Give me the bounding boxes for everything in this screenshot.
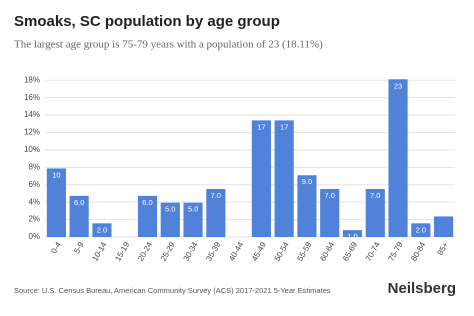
x-tick-label: 40-44 <box>227 240 245 263</box>
y-tick-label: 4% <box>28 197 40 206</box>
data-label: 5.0 <box>165 205 175 214</box>
chart-subtitle: The largest age group is 75-79 years wit… <box>14 39 323 51</box>
bar <box>46 168 66 237</box>
data-label: 5.0 <box>188 205 198 214</box>
bar <box>388 79 408 238</box>
source-note: Source: U.S. Census Bureau, American Com… <box>14 286 331 295</box>
data-label: 2.0 <box>97 225 107 234</box>
data-label: 7.0 <box>325 191 335 200</box>
data-label: 7.0 <box>211 191 221 200</box>
x-tick-label: 50-54 <box>273 240 291 263</box>
bar <box>411 223 431 237</box>
bar <box>365 189 385 237</box>
x-tick-label: 80-84 <box>409 240 427 263</box>
x-tick-label: 35-39 <box>204 240 222 263</box>
data-label: 6.0 <box>74 198 84 207</box>
y-tick-label: 8% <box>28 162 40 171</box>
bar <box>320 189 340 237</box>
x-tick-label: 25-29 <box>159 240 177 263</box>
bar <box>251 120 271 237</box>
x-tick-label: 0-4 <box>49 240 63 255</box>
bar <box>183 202 203 237</box>
data-label: 23 <box>394 81 402 90</box>
data-label: 9.0 <box>302 177 312 186</box>
y-tick-label: 2% <box>28 215 40 224</box>
chart-title: Smoaks, SC population by age group <box>14 13 280 30</box>
bar <box>434 216 454 237</box>
y-tick-label: 16% <box>24 93 40 102</box>
y-tick-label: 6% <box>28 180 40 189</box>
y-tick-label: 12% <box>24 128 40 137</box>
data-label: 2.0 <box>416 225 426 234</box>
x-tick-label: 20-24 <box>136 240 154 263</box>
x-tick-label: 10-14 <box>90 240 108 263</box>
data-label: 7.0 <box>370 191 380 200</box>
data-label: 1.0 <box>347 232 357 241</box>
bar <box>274 120 294 237</box>
bar <box>206 189 226 237</box>
y-tick-label: 10% <box>24 145 40 154</box>
bar <box>342 230 363 237</box>
data-label: 6.0 <box>142 198 152 207</box>
x-tick-label: 30-34 <box>182 240 200 263</box>
bar <box>69 195 89 237</box>
y-tick-label: 14% <box>24 110 40 119</box>
data-label: 17 <box>257 122 265 131</box>
x-tick-label: 75-79 <box>387 240 405 263</box>
bar <box>297 175 317 237</box>
x-tick-label: 55-59 <box>295 240 313 263</box>
x-tick-label: 85+ <box>436 240 451 257</box>
data-label: 17 <box>280 122 288 131</box>
y-tick-label: 18% <box>24 75 40 84</box>
x-tick-label: 70-74 <box>364 240 382 263</box>
bar <box>92 223 112 237</box>
data-label: 10 <box>52 170 60 179</box>
bar <box>160 202 180 237</box>
x-tick-label: 45-49 <box>250 240 268 263</box>
bar <box>137 195 158 237</box>
x-tick-label: 65-69 <box>341 240 359 263</box>
x-tick-label: 5-9 <box>72 240 86 255</box>
y-tick-label: 0% <box>28 232 40 241</box>
x-tick-label: 15-19 <box>113 240 131 263</box>
x-tick-label: 60-64 <box>318 240 336 263</box>
brand: Neilsberg <box>388 280 456 297</box>
